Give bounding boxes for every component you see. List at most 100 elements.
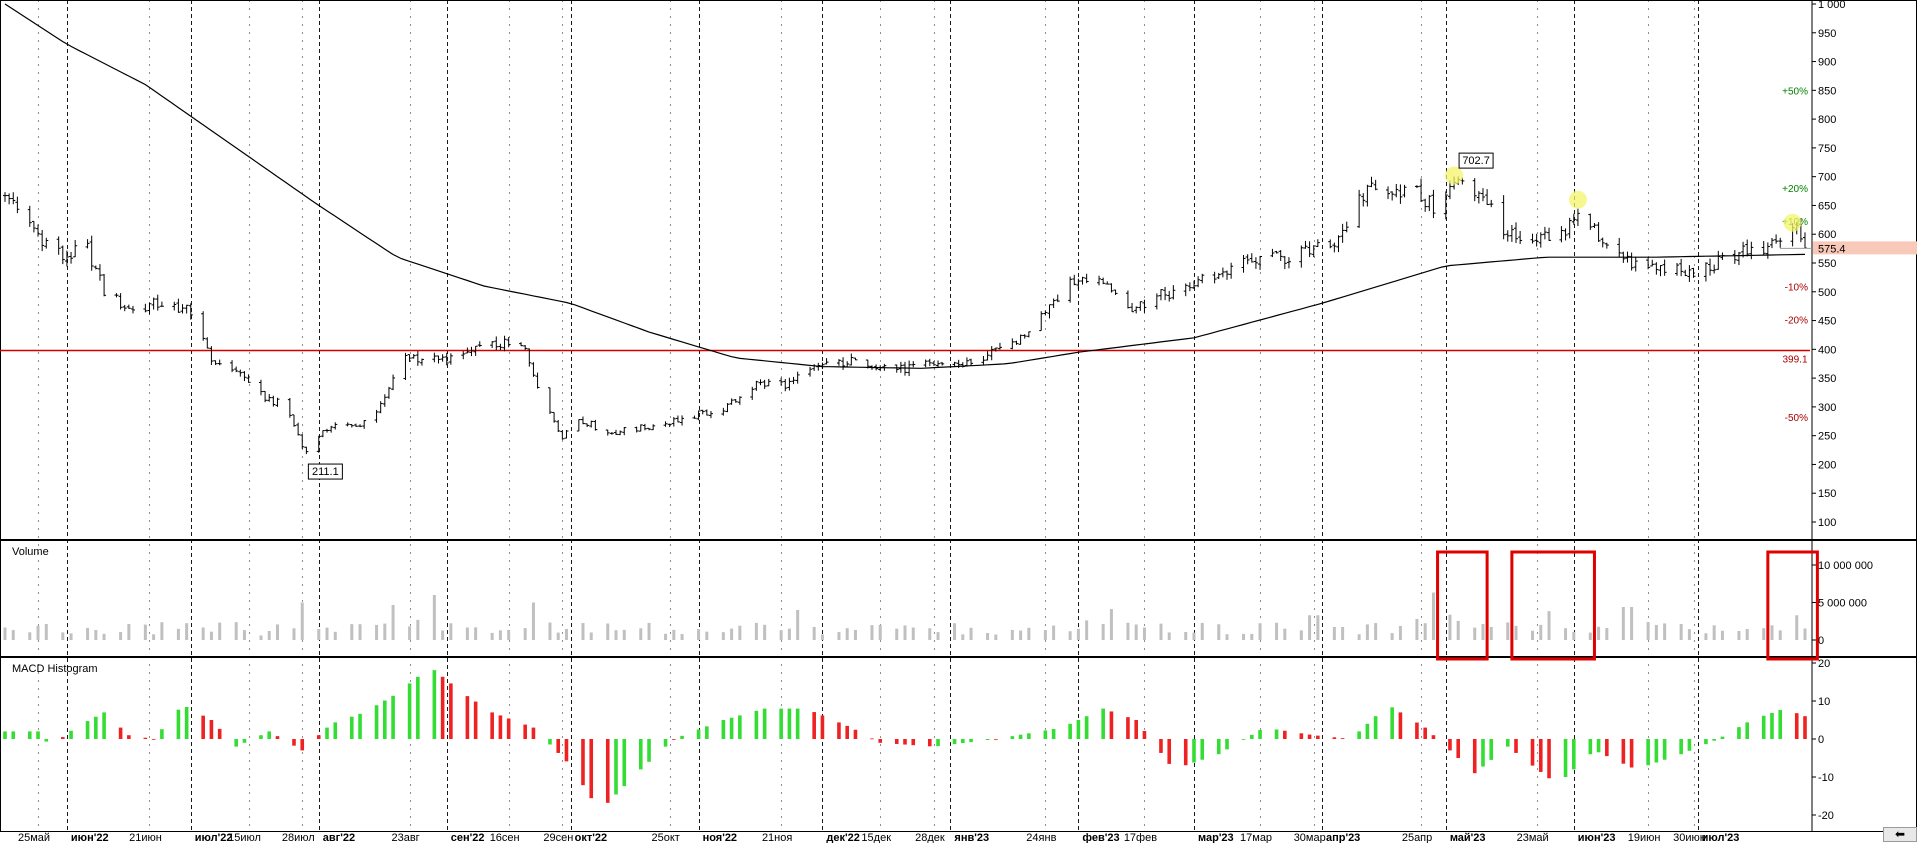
- ohlc-bar: [1076, 278, 1081, 290]
- volume-bar: [1473, 627, 1477, 640]
- volume-bar: [383, 623, 387, 640]
- ohlc-bar: [993, 347, 998, 352]
- ohlc-bar: [60, 245, 65, 265]
- macd-bar: [1662, 739, 1667, 760]
- macd-pane-border: [0, 657, 1917, 832]
- volume-bar: [1283, 628, 1287, 640]
- x-tick-label: 17фев: [1124, 832, 1157, 843]
- y-tick-label: 10: [1818, 696, 1830, 708]
- volume-bar: [1423, 623, 1427, 640]
- volume-bar: [531, 602, 535, 640]
- volume-bar: [201, 627, 205, 640]
- volume-bar: [1225, 634, 1229, 640]
- volume-bar: [796, 610, 800, 640]
- ohlc-bar: [1745, 239, 1750, 257]
- volume-bar: [969, 627, 973, 640]
- ohlc-bar: [403, 352, 408, 380]
- ohlc-bar: [589, 420, 594, 428]
- y-tick-label: 500: [1818, 287, 1836, 299]
- macd-bar: [754, 710, 759, 739]
- ohlc-bar: [411, 354, 416, 359]
- x-tick-label: ноя'22: [703, 832, 738, 843]
- macd-bar: [333, 722, 338, 739]
- macd-bar: [60, 737, 65, 739]
- macd-bar: [1340, 738, 1345, 739]
- volume-bar: [1085, 620, 1089, 640]
- volume-bar: [28, 632, 32, 640]
- y-tick-label: 20: [1818, 658, 1830, 670]
- macd-bar: [729, 717, 734, 739]
- ohlc-bar: [903, 361, 907, 376]
- ohlc-bar: [1022, 334, 1027, 339]
- ohlc-bar: [667, 423, 672, 428]
- macd-bar: [449, 683, 453, 739]
- macd-bar: [1373, 716, 1378, 739]
- ohlc-bar: [1712, 264, 1717, 274]
- ohlc-bar: [1769, 237, 1774, 249]
- ohlc-bar: [1633, 256, 1638, 272]
- macd-bar: [837, 722, 841, 739]
- macd-bar: [217, 728, 222, 739]
- macd-bar: [201, 715, 205, 739]
- volume-bar: [234, 622, 238, 640]
- ohlc-bar: [1278, 250, 1283, 261]
- volume-bar: [787, 628, 791, 640]
- volume-bar: [441, 630, 445, 640]
- ohlc-bar: [415, 351, 420, 366]
- macd-bar: [209, 720, 214, 739]
- macd-bar: [1299, 733, 1304, 739]
- ohlc-bar: [353, 423, 358, 427]
- y-tick-label: 600: [1818, 229, 1836, 241]
- ohlc-bar: [1394, 183, 1399, 198]
- scroll-left-button[interactable]: ⬅: [1883, 827, 1917, 842]
- ohlc-bar: [1518, 230, 1523, 245]
- ohlc-bar: [374, 409, 379, 423]
- ohlc-bar: [1274, 250, 1279, 254]
- macd-bar: [1415, 722, 1419, 739]
- ohlc-bar: [1158, 289, 1163, 301]
- volume-bar: [1687, 629, 1691, 640]
- ohlc-bar: [263, 390, 268, 403]
- ohlc-bar: [1427, 195, 1432, 212]
- macd-bar: [1621, 739, 1626, 764]
- ohlc-bar: [787, 377, 792, 391]
- macd-pane: MACD Histogram: [3, 663, 1807, 803]
- ohlc-bar: [1691, 267, 1696, 278]
- ohlc-bar: [1154, 293, 1159, 310]
- volume-bar: [1597, 626, 1601, 640]
- volume-bar: [779, 630, 783, 640]
- macd-bar: [1737, 727, 1741, 739]
- ohlc-bar: [725, 403, 730, 413]
- volume-bar: [358, 624, 362, 640]
- ohlc-bar: [1596, 222, 1601, 242]
- volume-bar: [1134, 624, 1138, 640]
- last-price-label: 575.4: [1818, 243, 1846, 255]
- ohlc-bar: [1741, 241, 1746, 258]
- macd-bar: [11, 731, 16, 739]
- macd-bar: [696, 729, 701, 739]
- ohlc-bar: [820, 362, 825, 370]
- axes-layer: 1 000 950 900 850 800 750 700 650 600 550 500 450 40…: [1812, 0, 1873, 822]
- macd-bar: [738, 715, 742, 739]
- volume-bar: [1778, 630, 1782, 640]
- ohlc-bar: [1600, 237, 1605, 248]
- volume-bar: [1010, 629, 1014, 640]
- volume-bar: [1770, 625, 1774, 640]
- volume-bar: [1332, 627, 1336, 640]
- ohlc-bar: [647, 427, 652, 431]
- ohlc-bar: [102, 274, 107, 297]
- y-tick-label: 10 000 000: [1818, 560, 1873, 572]
- ohlc-bar: [461, 351, 466, 360]
- ohlc-bar: [1014, 340, 1019, 345]
- volume-bar: [845, 628, 849, 640]
- ohlc-bar: [69, 251, 74, 264]
- macd-bar: [936, 739, 940, 747]
- volume-bar: [1217, 624, 1221, 640]
- volume-bar: [812, 626, 816, 640]
- macd-bar: [795, 708, 800, 739]
- volume-bar: [730, 628, 734, 640]
- ohlc-bar: [1315, 239, 1320, 248]
- ohlc-bar: [1134, 306, 1139, 314]
- macd-bar: [374, 705, 379, 739]
